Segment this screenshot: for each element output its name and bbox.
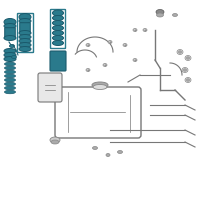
Ellipse shape (52, 16, 64, 21)
Ellipse shape (4, 19, 16, 25)
Ellipse shape (52, 21, 64, 25)
Ellipse shape (4, 48, 16, 53)
Ellipse shape (185, 77, 191, 82)
Ellipse shape (92, 82, 108, 88)
Ellipse shape (4, 23, 16, 28)
Ellipse shape (4, 70, 16, 74)
Ellipse shape (182, 68, 188, 72)
Ellipse shape (4, 36, 16, 40)
FancyBboxPatch shape (50, 51, 66, 71)
Ellipse shape (10, 45, 14, 47)
Ellipse shape (19, 14, 31, 21)
Ellipse shape (4, 78, 16, 82)
Ellipse shape (4, 52, 16, 58)
Ellipse shape (133, 28, 137, 31)
Ellipse shape (52, 30, 64, 36)
Ellipse shape (12, 55, 16, 58)
Ellipse shape (156, 13, 164, 17)
Ellipse shape (52, 36, 64, 40)
Ellipse shape (19, 38, 31, 44)
Ellipse shape (103, 64, 107, 66)
Ellipse shape (177, 49, 183, 54)
Ellipse shape (186, 57, 190, 59)
Ellipse shape (19, 43, 31, 47)
Ellipse shape (4, 82, 16, 86)
Ellipse shape (106, 154, 110, 156)
Ellipse shape (93, 84, 107, 90)
Ellipse shape (86, 68, 90, 72)
Ellipse shape (186, 79, 190, 81)
Ellipse shape (143, 28, 147, 31)
Ellipse shape (19, 46, 31, 51)
Ellipse shape (51, 140, 59, 144)
FancyBboxPatch shape (20, 23, 30, 33)
Ellipse shape (4, 66, 16, 70)
Ellipse shape (92, 146, 98, 150)
Ellipse shape (184, 69, 186, 71)
Ellipse shape (172, 14, 178, 17)
Ellipse shape (4, 56, 16, 62)
Ellipse shape (4, 62, 16, 66)
Ellipse shape (52, 10, 64, 16)
Ellipse shape (118, 150, 122, 154)
Ellipse shape (86, 44, 90, 46)
Ellipse shape (50, 137, 60, 143)
Ellipse shape (108, 40, 112, 44)
Ellipse shape (4, 90, 16, 94)
Ellipse shape (156, 9, 164, 15)
Ellipse shape (19, 19, 31, 23)
Ellipse shape (133, 58, 137, 62)
FancyBboxPatch shape (5, 28, 15, 38)
Ellipse shape (4, 86, 16, 90)
Ellipse shape (123, 44, 127, 46)
Ellipse shape (52, 40, 64, 46)
Ellipse shape (52, 25, 64, 30)
FancyBboxPatch shape (38, 73, 62, 102)
Ellipse shape (19, 34, 31, 40)
Ellipse shape (4, 74, 16, 78)
Ellipse shape (179, 51, 182, 53)
Ellipse shape (19, 30, 31, 36)
Ellipse shape (185, 55, 191, 60)
